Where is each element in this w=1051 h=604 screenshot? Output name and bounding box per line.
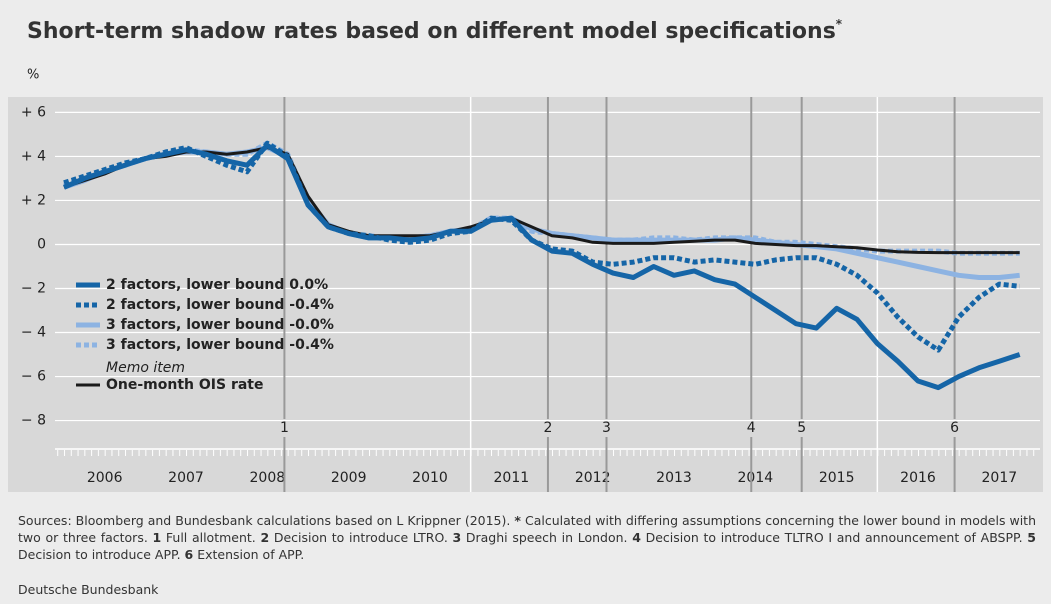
event-label: 3: [602, 420, 611, 436]
footnote-part: Calculated with differing assumptions co…: [18, 513, 1036, 545]
y-tick-label: − 6: [21, 369, 46, 385]
series-line: [63, 146, 1020, 255]
legend-label: 3 factors, lower bound -0.4%: [106, 337, 334, 353]
legend-label: 2 factors, lower bound -0.4%: [106, 297, 334, 313]
title-text: Short-term shadow rates based on differe…: [27, 19, 836, 44]
footnote-part: 4: [632, 530, 641, 545]
x-tick-label: 2013: [656, 470, 692, 486]
x-tick-label: 2006: [87, 470, 123, 486]
footnote-part: 1: [152, 530, 162, 545]
x-tick-label: 2012: [575, 470, 611, 486]
y-axis-label: %: [27, 68, 39, 83]
y-tick-label: − 4: [21, 325, 46, 341]
series-line: [63, 140, 1020, 353]
chart: Short-term shadow rates based on differe…: [8, 17, 1043, 492]
plot-background: [8, 97, 1043, 492]
x-tick-label: 2007: [168, 470, 204, 486]
x-tick-label: 2008: [250, 470, 286, 486]
y-tick-label: 0: [37, 236, 46, 252]
x-tick-label: 2017: [982, 470, 1018, 486]
legend-label: One-month OIS rate: [106, 377, 264, 393]
event-label: 1: [280, 420, 289, 436]
x-tick-label: 2009: [331, 470, 367, 486]
footnote-part: 2: [260, 530, 270, 545]
x-tick-label: 2015: [819, 470, 855, 486]
footnote-part: 3: [452, 530, 462, 545]
footnote-part: Decision to introduce APP.: [18, 547, 185, 562]
credit: Deutsche Bundesbank: [18, 582, 159, 597]
footnote-part: Decision to introduce LTRO.: [269, 530, 453, 545]
footnote-part: Extension of APP.: [193, 547, 305, 562]
x-tick-label: 2014: [738, 470, 774, 486]
x-tick-label: 2011: [494, 470, 530, 486]
footnote-part: 5: [1027, 530, 1036, 545]
legend-label: 3 factors, lower bound -0.0%: [106, 317, 334, 333]
event-label: 2: [543, 420, 552, 436]
footnote-part: Sources: Bloomberg and Bundesbank calcul…: [18, 513, 515, 528]
legend-note: Memo item: [106, 360, 185, 376]
y-tick-label: + 4: [21, 148, 46, 164]
footnote-part: Draghi speech in London.: [461, 530, 633, 545]
x-tick-label: 2010: [412, 470, 448, 486]
event-label: 5: [797, 420, 806, 436]
chart-title: Short-term shadow rates based on differe…: [27, 17, 843, 45]
event-label: 4: [747, 420, 756, 436]
y-tick-label: + 6: [21, 104, 46, 120]
title-mark: *: [836, 17, 843, 31]
footnote: Sources: Bloomberg and Bundesbank calcul…: [18, 512, 1036, 563]
legend: 2 factors, lower bound 0.0% 2 factors, lo…: [76, 277, 334, 393]
x-tick-label: 2016: [900, 470, 936, 486]
footnote-part: Full allotment.: [161, 530, 261, 545]
events: 1 2 3 4 5 6: [280, 97, 959, 492]
y-tick-label: − 2: [21, 281, 46, 297]
footnote-part: 6: [184, 547, 194, 562]
legend-label: 2 factors, lower bound 0.0%: [106, 277, 328, 293]
footnote-part: Decision to introduce TLTRO I and announ…: [640, 530, 1028, 545]
y-tick-label: + 2: [21, 192, 46, 208]
y-tick-label: − 8: [21, 413, 46, 429]
event-label: 6: [950, 420, 959, 436]
footnote-part: *: [514, 513, 521, 528]
lines: [62, 140, 1021, 391]
